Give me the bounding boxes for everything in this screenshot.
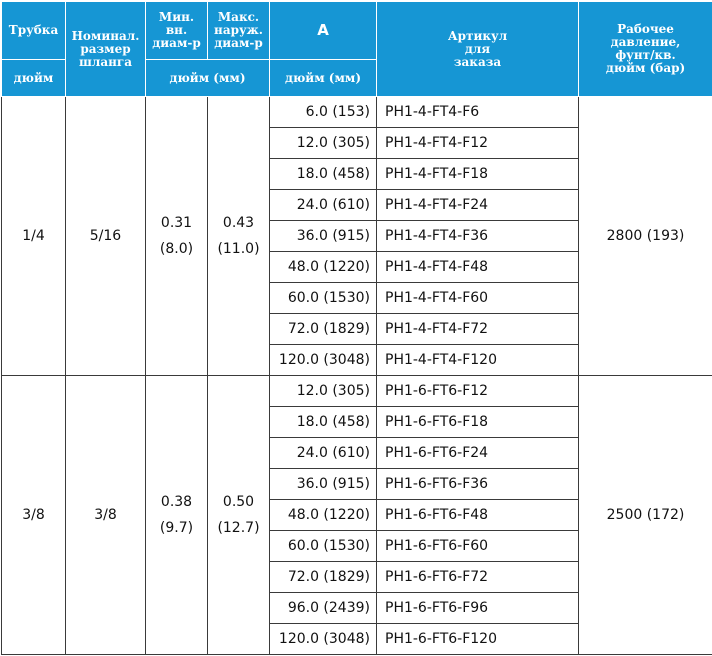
part-number-cell: PH1-4-FT4-F36 [376, 220, 579, 252]
table-row: 36.0 (915) PH1-4-FT4-F36 [2, 220, 712, 252]
length-a-cell: 24.0 (610) [269, 437, 377, 469]
min-id-cell-line-2: (9.7) [159, 520, 194, 536]
working-pressure-cell: 2800 (193) [578, 96, 712, 376]
header-tube-unit: дюйм [1, 59, 66, 97]
header-diameter-unit: дюйм (мм) [145, 59, 270, 97]
part-number-cell: PH1-6-FT6-F18 [376, 406, 579, 438]
part-number-cell: PH1-4-FT4-F60 [376, 282, 579, 314]
table-row: 12.0 (305) PH1-4-FT4-F12 [2, 127, 712, 159]
max-od-cell: 0.50 (12.7) [207, 375, 270, 655]
length-a-cell: 72.0 (1829) [269, 561, 377, 593]
length-a-cell: 12.0 (305) [269, 375, 377, 407]
table-body: 1/4 5/16 0.31 (8.0) 0.43 (11.0) 6.0 (153) PH1-4… [1, 96, 712, 655]
length-a-cell: 18.0 (458) [269, 158, 377, 190]
table-row: 24.0 (610) PH1-6-FT6-F24 [2, 437, 712, 469]
part-number-cell: PH1-6-FT6-F12 [376, 375, 579, 407]
length-a-cell: 60.0 (1530) [269, 530, 377, 562]
header-part-line-1: Артикул [447, 28, 508, 43]
table-row: 72.0 (1829) PH1-4-FT4-F72 [2, 313, 712, 345]
working-pressure-cell: 2500 (172) [578, 375, 712, 655]
length-a-cell: 96.0 (2439) [269, 592, 377, 624]
part-number-cell: PH1-4-FT4-F6 [376, 96, 579, 128]
min-id-cell-line-2: (8.0) [159, 241, 194, 257]
length-a-cell: 18.0 (458) [269, 406, 377, 438]
table-row: 120.0 (3048) PH1-6-FT6-F120 [2, 623, 712, 655]
part-number-cell: PH1-6-FT6-F24 [376, 437, 579, 469]
header-nominal-line-3: шланга [78, 54, 133, 69]
length-a-cell: 72.0 (1829) [269, 313, 377, 345]
table-row: 24.0 (610) PH1-4-FT4-F24 [2, 189, 712, 221]
header-max-od-line-3: диам-р [214, 36, 263, 50]
header-max-od-line-1: Макс. [217, 10, 260, 24]
header-pressure-line-4: дюйм (бар) [605, 61, 686, 75]
header-nominal-line-2: размер [80, 41, 131, 56]
header-min-id-line-3: диам-р [152, 36, 201, 50]
table-row: 48.0 (1220) PH1-4-FT4-F48 [2, 251, 712, 283]
header-min-id-line-1: Мин. [158, 10, 195, 24]
part-number-cell: PH1-6-FT6-F60 [376, 530, 579, 562]
part-number-cell: PH1-6-FT6-F96 [376, 592, 579, 624]
header-tube: Трубка [1, 1, 66, 60]
header-working-pressure: Рабочее давление, фунт/кв. дюйм (бар) [578, 1, 712, 97]
length-a-cell: 36.0 (915) [269, 220, 377, 252]
header-max-od: Макс. наруж. диам-р [207, 1, 270, 60]
nominal-size-cell: 5/16 [65, 96, 146, 376]
min-id-cell: 0.38 (9.7) [145, 375, 208, 655]
table-row: 120.0 (3048) PH1-4-FT4-F120 [2, 344, 712, 376]
table-row: 1/4 5/16 0.31 (8.0) 0.43 (11.0) 6.0 (153) PH1-4… [1, 96, 712, 376]
header-part-line-3: заказа [453, 54, 502, 69]
length-a-cell: 60.0 (1530) [269, 282, 377, 314]
table-row: 60.0 (1530) PH1-6-FT6-F60 [2, 530, 712, 562]
nominal-size-cell: 3/8 [65, 375, 146, 655]
max-od-cell-line-2: (11.0) [217, 241, 260, 257]
min-id-cell: 0.31 (8.0) [145, 96, 208, 376]
tube-size-cell: 1/4 [1, 96, 66, 376]
length-a-cell: 36.0 (915) [269, 468, 377, 500]
length-a-cell: 6.0 (153) [269, 96, 377, 128]
length-a-cell: 120.0 (3048) [269, 344, 377, 376]
max-od-cell-line-1: 0.43 [222, 215, 255, 231]
header-a-unit: дюйм (мм) [269, 59, 377, 97]
table-row: 96.0 (2439) PH1-6-FT6-F96 [2, 592, 712, 624]
max-od-cell-line-1: 0.50 [222, 494, 255, 510]
max-od-cell-line-2: (12.7) [217, 520, 260, 536]
part-number-cell: PH1-4-FT4-F120 [376, 344, 579, 376]
part-number-cell: PH1-4-FT4-F72 [376, 313, 579, 345]
header-min-id: Мин. вн. диам-р [145, 1, 208, 60]
table-row: 3/8 3/8 0.38 (9.7) 0.50 (12.7) 12.0 (305) PH1-6… [1, 375, 712, 655]
header-pressure-line-2: давление, [610, 35, 681, 49]
min-id-cell-line-1: 0.38 [160, 494, 193, 510]
part-number-cell: PH1-4-FT4-F18 [376, 158, 579, 190]
part-number-cell: PH1-6-FT6-F48 [376, 499, 579, 531]
max-od-cell: 0.43 (11.0) [207, 96, 270, 376]
header-part-line-2: для [464, 41, 491, 56]
tube-size-cell: 3/8 [1, 375, 66, 655]
part-number-cell: PH1-4-FT4-F48 [376, 251, 579, 283]
header-min-id-line-2: вн. [165, 23, 188, 37]
header-part-number: Артикул для заказа [376, 1, 579, 97]
table-row: 48.0 (1220) PH1-6-FT6-F48 [2, 499, 712, 531]
part-number-cell: PH1-6-FT6-F120 [376, 623, 579, 655]
header-nominal-line-1: Номинал. [71, 28, 140, 43]
table-row: 18.0 (458) PH1-4-FT4-F18 [2, 158, 712, 190]
length-a-cell: 24.0 (610) [269, 189, 377, 221]
header-pressure-line-3: фунт/кв. [615, 48, 676, 62]
table-row: 72.0 (1829) PH1-6-FT6-F72 [2, 561, 712, 593]
length-a-cell: 48.0 (1220) [269, 251, 377, 283]
header-pressure-line-1: Рабочее [617, 22, 674, 36]
part-number-cell: PH1-6-FT6-F36 [376, 468, 579, 500]
header-max-od-line-2: наруж. [214, 23, 263, 37]
part-number-cell: PH1-6-FT6-F72 [376, 561, 579, 593]
table-row: 60.0 (1530) PH1-4-FT4-F60 [2, 282, 712, 314]
length-a-cell: 120.0 (3048) [269, 623, 377, 655]
min-id-cell-line-1: 0.31 [160, 215, 193, 231]
length-a-cell: 48.0 (1220) [269, 499, 377, 531]
part-number-cell: PH1-4-FT4-F12 [376, 127, 579, 159]
table-header: Трубка Номинал. размер шланга Мин. вн. д… [1, 1, 712, 97]
part-number-cell: PH1-4-FT4-F24 [376, 189, 579, 221]
length-a-cell: 12.0 (305) [269, 127, 377, 159]
header-a: A [269, 1, 377, 60]
header-nominal-size: Номинал. размер шланга [65, 1, 146, 97]
